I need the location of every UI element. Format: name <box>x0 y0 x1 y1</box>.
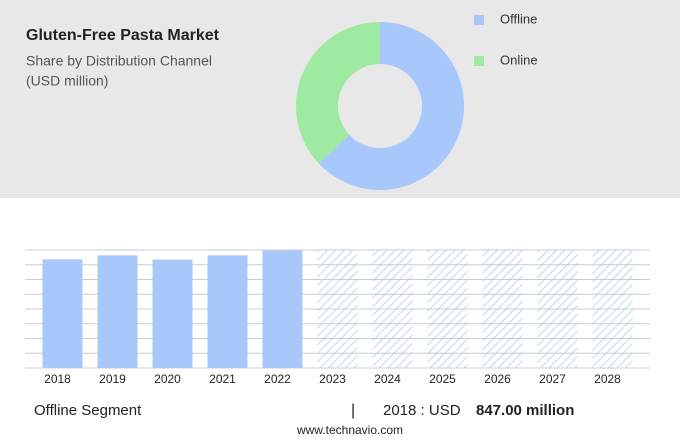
unit-note: (USD million) <box>26 73 108 89</box>
donut-slice <box>296 22 380 164</box>
forecast-placeholder <box>427 250 468 368</box>
forecast-placeholder <box>482 250 523 368</box>
bar <box>152 259 193 368</box>
donut-slice <box>318 21 465 190</box>
x-tick-label: 2021 <box>209 372 236 386</box>
x-tick-label: 2018 <box>44 372 71 386</box>
forecast-placeholder <box>592 250 633 368</box>
footer-value: 847.00 million <box>476 402 574 419</box>
forecast-placeholder <box>317 250 358 368</box>
x-tick-label: 2022 <box>264 372 291 386</box>
x-tick-label: 2023 <box>319 372 346 386</box>
bar <box>262 250 303 368</box>
forecast-placeholder <box>372 250 413 368</box>
bar <box>207 255 248 368</box>
forecast-placeholder <box>537 250 578 368</box>
chart-title: Gluten-Free Pasta Market <box>26 27 220 44</box>
chart-subtitle: Share by Distribution Channel <box>26 53 212 69</box>
source: www.technavio.com <box>296 423 403 437</box>
legend-swatch <box>474 15 484 25</box>
footer-year: 2018 : USD <box>383 402 461 419</box>
x-tick-label: 2025 <box>429 372 456 386</box>
x-tick-label: 2026 <box>484 372 511 386</box>
footer-separator: | <box>351 402 355 419</box>
legend-label: Online <box>500 52 538 67</box>
x-tick-label: 2020 <box>154 372 181 386</box>
footer-segment: Offline Segment <box>34 402 142 419</box>
legend-swatch <box>474 56 484 66</box>
bar <box>42 259 83 368</box>
x-tick-label: 2027 <box>539 372 566 386</box>
legend-label: Offline <box>500 11 537 26</box>
x-tick-label: 2028 <box>594 372 621 386</box>
x-tick-label: 2024 <box>374 372 401 386</box>
x-tick-label: 2019 <box>99 372 126 386</box>
bar <box>97 255 138 368</box>
